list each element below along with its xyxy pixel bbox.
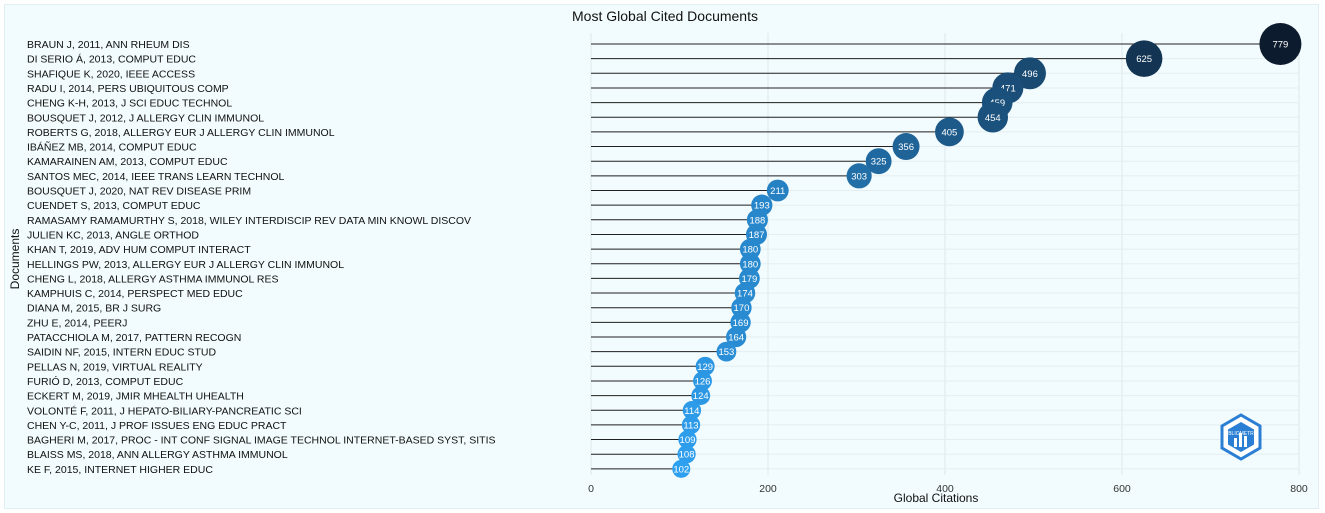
- document-label: KHAN T, 2019, ADV HUM COMPUT INTERACT: [27, 244, 251, 256]
- logo-text: BIBLIOMETRIX: [1223, 431, 1259, 437]
- document-label: BLAISS MS, 2018, ANN ALLERGY ASTHMA IMMU…: [27, 449, 288, 461]
- document-label: CHENG L, 2018, ALLERGY ASTHMA IMMUNOL RE…: [27, 273, 279, 285]
- document-label: PELLAS N, 2019, VIRTUAL REALITY: [27, 361, 203, 373]
- lollipop-point: [693, 371, 712, 391]
- document-label: CHEN Y-C, 2011, J PROF ISSUES ENG EDUC P…: [27, 420, 287, 432]
- lollipop-point: [846, 163, 872, 189]
- lollipop-point: [766, 179, 789, 202]
- data-label: 179: [741, 274, 757, 285]
- data-label: 109: [680, 435, 696, 446]
- data-label: 496: [1022, 69, 1038, 80]
- data-label: 303: [851, 171, 867, 182]
- x-axis-title: Global Citations: [894, 491, 979, 505]
- lollipop-chart: Most Global Cited Documents Global Citat…: [8, 8, 1308, 505]
- lollipop-point: [739, 238, 761, 260]
- chart-title: Most Global Cited Documents: [572, 8, 758, 24]
- document-label: CUENDET S, 2013, COMPUT EDUC: [27, 200, 201, 212]
- x-tick-label: 200: [759, 483, 777, 495]
- data-label: 325: [871, 157, 887, 168]
- lollipop-point: [678, 430, 697, 449]
- bibliometrix-logo: BIBLIOMETRIX: [1220, 413, 1262, 461]
- lollipop-point: [1259, 23, 1302, 65]
- lollipop-point: [672, 459, 691, 478]
- x-tick-label: 0: [588, 483, 594, 495]
- data-label: 779: [1272, 40, 1288, 51]
- data-label: 169: [733, 318, 749, 329]
- data-label: 471: [1000, 83, 1016, 94]
- lollipop-point: [1013, 57, 1046, 90]
- lollipop-point: [695, 356, 715, 376]
- lollipop-point: [716, 341, 737, 362]
- data-label: 170: [734, 303, 750, 314]
- document-label: IBÁÑEZ MB, 2014, COMPUT EDUC: [27, 141, 197, 154]
- document-label: JULIEN KC, 2013, ANGLE ORTHOD: [27, 229, 199, 241]
- lollipop-point: [892, 133, 920, 161]
- data-label: 164: [728, 333, 744, 344]
- data-label: 126: [695, 376, 711, 387]
- document-label: ECKERT M, 2019, JMIR MHEALTH UHEALTH: [27, 391, 244, 403]
- lollipop-marks: 7796254964714594544053563253032111931881…: [591, 23, 1302, 478]
- document-label: SHAFIQUE K, 2020, IEEE ACCESS: [27, 68, 195, 80]
- lollipop-point: [677, 445, 696, 464]
- lollipop-point: [681, 415, 701, 435]
- data-label: 180: [742, 245, 758, 256]
- document-label: BAGHERI M, 2017, PROC - INT CONF SIGNAL …: [27, 435, 496, 447]
- document-label: RAMASAMY RAMAMURTHY S, 2018, WILEY INTER…: [27, 215, 471, 227]
- x-tick-label: 600: [1113, 483, 1131, 495]
- data-label: 102: [673, 464, 689, 475]
- document-label: KAMPHUIS C, 2014, PERSPECT MED EDUC: [27, 288, 243, 300]
- x-tick-label: 400: [936, 483, 954, 495]
- data-label: 187: [749, 230, 765, 241]
- data-label: 211: [770, 186, 785, 197]
- lollipop-point: [682, 401, 702, 420]
- data-label: 114: [684, 406, 699, 417]
- data-label: 180: [742, 259, 758, 270]
- lollipop-point: [691, 386, 711, 405]
- document-label: ZHU E, 2014, PEERJ: [27, 317, 127, 329]
- document-label: BOUSQUET J, 2020, NAT REV DISEASE PRIM: [27, 186, 251, 198]
- document-labels: BRAUN J, 2011, ANN RHEUM DIS DI SERIO Á, …: [27, 39, 496, 476]
- data-label: 113: [683, 420, 698, 431]
- data-label: 356: [898, 142, 914, 153]
- document-label: PATACCHIOLA M, 2017, PATTERN RECOGN: [27, 332, 241, 344]
- lollipop-point: [739, 253, 761, 275]
- data-label: 129: [697, 362, 713, 373]
- data-label: 454: [985, 113, 1001, 124]
- document-label: BRAUN J, 2011, ANN RHEUM DIS: [27, 39, 190, 51]
- document-label: DIANA M, 2015, BR J SURG: [27, 303, 161, 315]
- lollipop-point: [726, 326, 747, 348]
- data-label: 174: [737, 289, 753, 300]
- document-label: RADU I, 2014, PERS UBIQUITOUS COMP: [27, 83, 229, 95]
- lollipop-point: [935, 117, 964, 147]
- document-label: KE F, 2015, INTERNET HIGHER EDUC: [27, 464, 213, 476]
- document-label: FURIÓ D, 2013, COMPUT EDUC: [27, 375, 184, 388]
- document-label: SAIDIN NF, 2015, INTERN EDUC STUD: [27, 347, 216, 359]
- data-label: 108: [679, 450, 695, 461]
- data-label: 405: [941, 127, 957, 138]
- data-label: 188: [749, 215, 765, 226]
- x-tick-label: 800: [1290, 483, 1308, 495]
- document-label: VOLONTÉ F, 2011, J HEPATO-BILIARY-PANCRE…: [27, 404, 302, 417]
- document-label: CHENG K-H, 2013, J SCI EDUC TECHNOL: [27, 98, 232, 110]
- data-label: 124: [693, 391, 709, 402]
- lollipop-point: [1125, 40, 1163, 77]
- document-label: BOUSQUET J, 2012, J ALLERGY CLIN IMMUNOL: [27, 112, 264, 124]
- document-label: ROBERTS G, 2018, ALLERGY EUR J ALLERGY C…: [27, 127, 335, 139]
- document-label: KAMARAINEN AM, 2013, COMPUT EDUC: [27, 156, 228, 168]
- data-label: 153: [718, 347, 734, 358]
- document-label: DI SERIO Á, 2013, COMPUT EDUC: [27, 53, 196, 66]
- data-label: 193: [754, 201, 770, 212]
- lollipop-point: [865, 148, 892, 175]
- x-axis-ticks: 0 200 400 600 800: [588, 483, 1308, 495]
- chart-panel: Most Global Cited Documents Global Citat…: [4, 4, 1319, 509]
- y-axis-title: Documents: [8, 229, 22, 290]
- document-label: SANTOS MEC, 2014, IEEE TRANS LEARN TECHN…: [27, 171, 284, 183]
- document-label: HELLINGS PW, 2013, ALLERGY EUR J ALLERGY…: [27, 259, 344, 271]
- data-label: 625: [1136, 54, 1152, 65]
- lollipop-point: [731, 297, 752, 318]
- lollipop-point: [977, 102, 1009, 133]
